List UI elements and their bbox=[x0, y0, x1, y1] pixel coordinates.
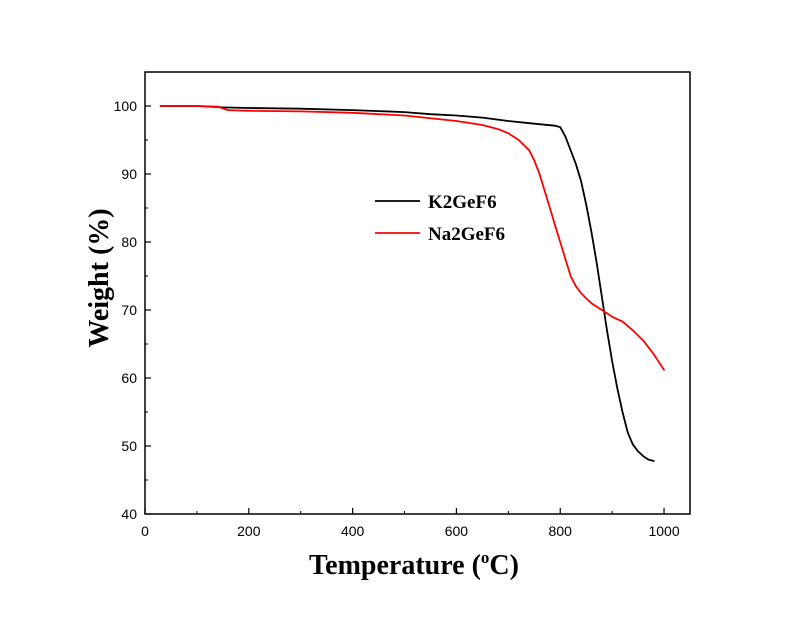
y-tick-label: 50 bbox=[121, 438, 137, 454]
y-tick-label: 100 bbox=[114, 98, 138, 114]
y-tick-label: 80 bbox=[121, 234, 137, 250]
x-tick-label: 400 bbox=[341, 523, 365, 539]
legend: K2GeF6 Na2GeF6 bbox=[375, 192, 505, 245]
y-tick-label: 70 bbox=[121, 302, 137, 318]
x-tick-label: 1000 bbox=[648, 523, 679, 539]
y-tick-label: 90 bbox=[121, 166, 137, 182]
x-tick-label: 0 bbox=[141, 523, 149, 539]
legend-label-na2gef6: Na2GeF6 bbox=[428, 224, 505, 245]
plot-frame bbox=[144, 71, 691, 515]
y-axis-title: Weight (%) bbox=[84, 208, 115, 347]
y-tick-label: 60 bbox=[121, 370, 137, 386]
series-line-na2gef6 bbox=[159, 105, 665, 371]
y-tick-label: 40 bbox=[121, 506, 137, 522]
y-tick-labels: 40 50 60 70 80 90 100 bbox=[114, 98, 138, 522]
x-tick-labels: 0 200 400 600 800 1000 bbox=[141, 523, 680, 539]
series-lines bbox=[159, 105, 665, 462]
x-tick-label: 600 bbox=[445, 523, 469, 539]
x-tick-label: 200 bbox=[237, 523, 261, 539]
x-axis-title: Temperature (oC) bbox=[309, 548, 519, 581]
axis-ticks bbox=[144, 105, 665, 515]
legend-label-k2gef6: K2GeF6 bbox=[428, 192, 497, 213]
x-tick-label: 800 bbox=[549, 523, 573, 539]
series-line-k2gef6 bbox=[159, 105, 655, 462]
